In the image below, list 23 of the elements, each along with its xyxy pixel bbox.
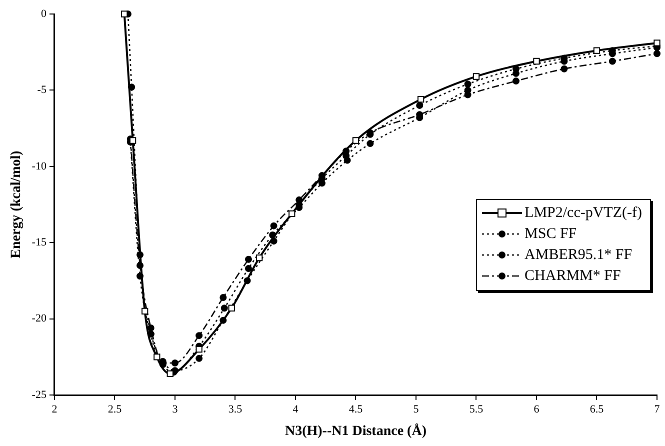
x-tick-label: 2: [52, 403, 58, 416]
x-tick-label: 7: [654, 403, 660, 416]
x-axis-title: N3(H)--N1 Distance (Å): [284, 423, 427, 440]
x-tick-label: 5: [413, 403, 420, 416]
x-tick-label: 3: [172, 403, 178, 416]
x-tick-label: 3.5: [228, 403, 243, 416]
x-tick-label: 4.5: [348, 403, 364, 416]
y-tick-label: -10: [32, 160, 47, 172]
x-tick-label: 2.5: [108, 403, 122, 416]
y-tick-label: -20: [32, 312, 47, 325]
x-tick-label: 5.5: [469, 403, 484, 416]
y-tick-label: -15: [32, 236, 47, 248]
y-tick-label: 0: [40, 8, 47, 20]
y-axis-title: Energy (kcal/mol): [9, 150, 24, 258]
x-tick-label: 6: [534, 403, 540, 416]
y-tick-label: -25: [32, 388, 47, 401]
legend-label: LMP2/cc-pVTZ(-f): [524, 204, 642, 222]
legend-label: AMBER95.1* FF: [524, 246, 632, 264]
x-tick-label: 4: [292, 403, 299, 416]
legend-label: MSC FF: [524, 224, 577, 244]
y-tick-label: -5: [37, 84, 47, 96]
legend-label: CHARMM* FF: [524, 266, 621, 286]
x-tick-label: 6.5: [590, 403, 604, 416]
